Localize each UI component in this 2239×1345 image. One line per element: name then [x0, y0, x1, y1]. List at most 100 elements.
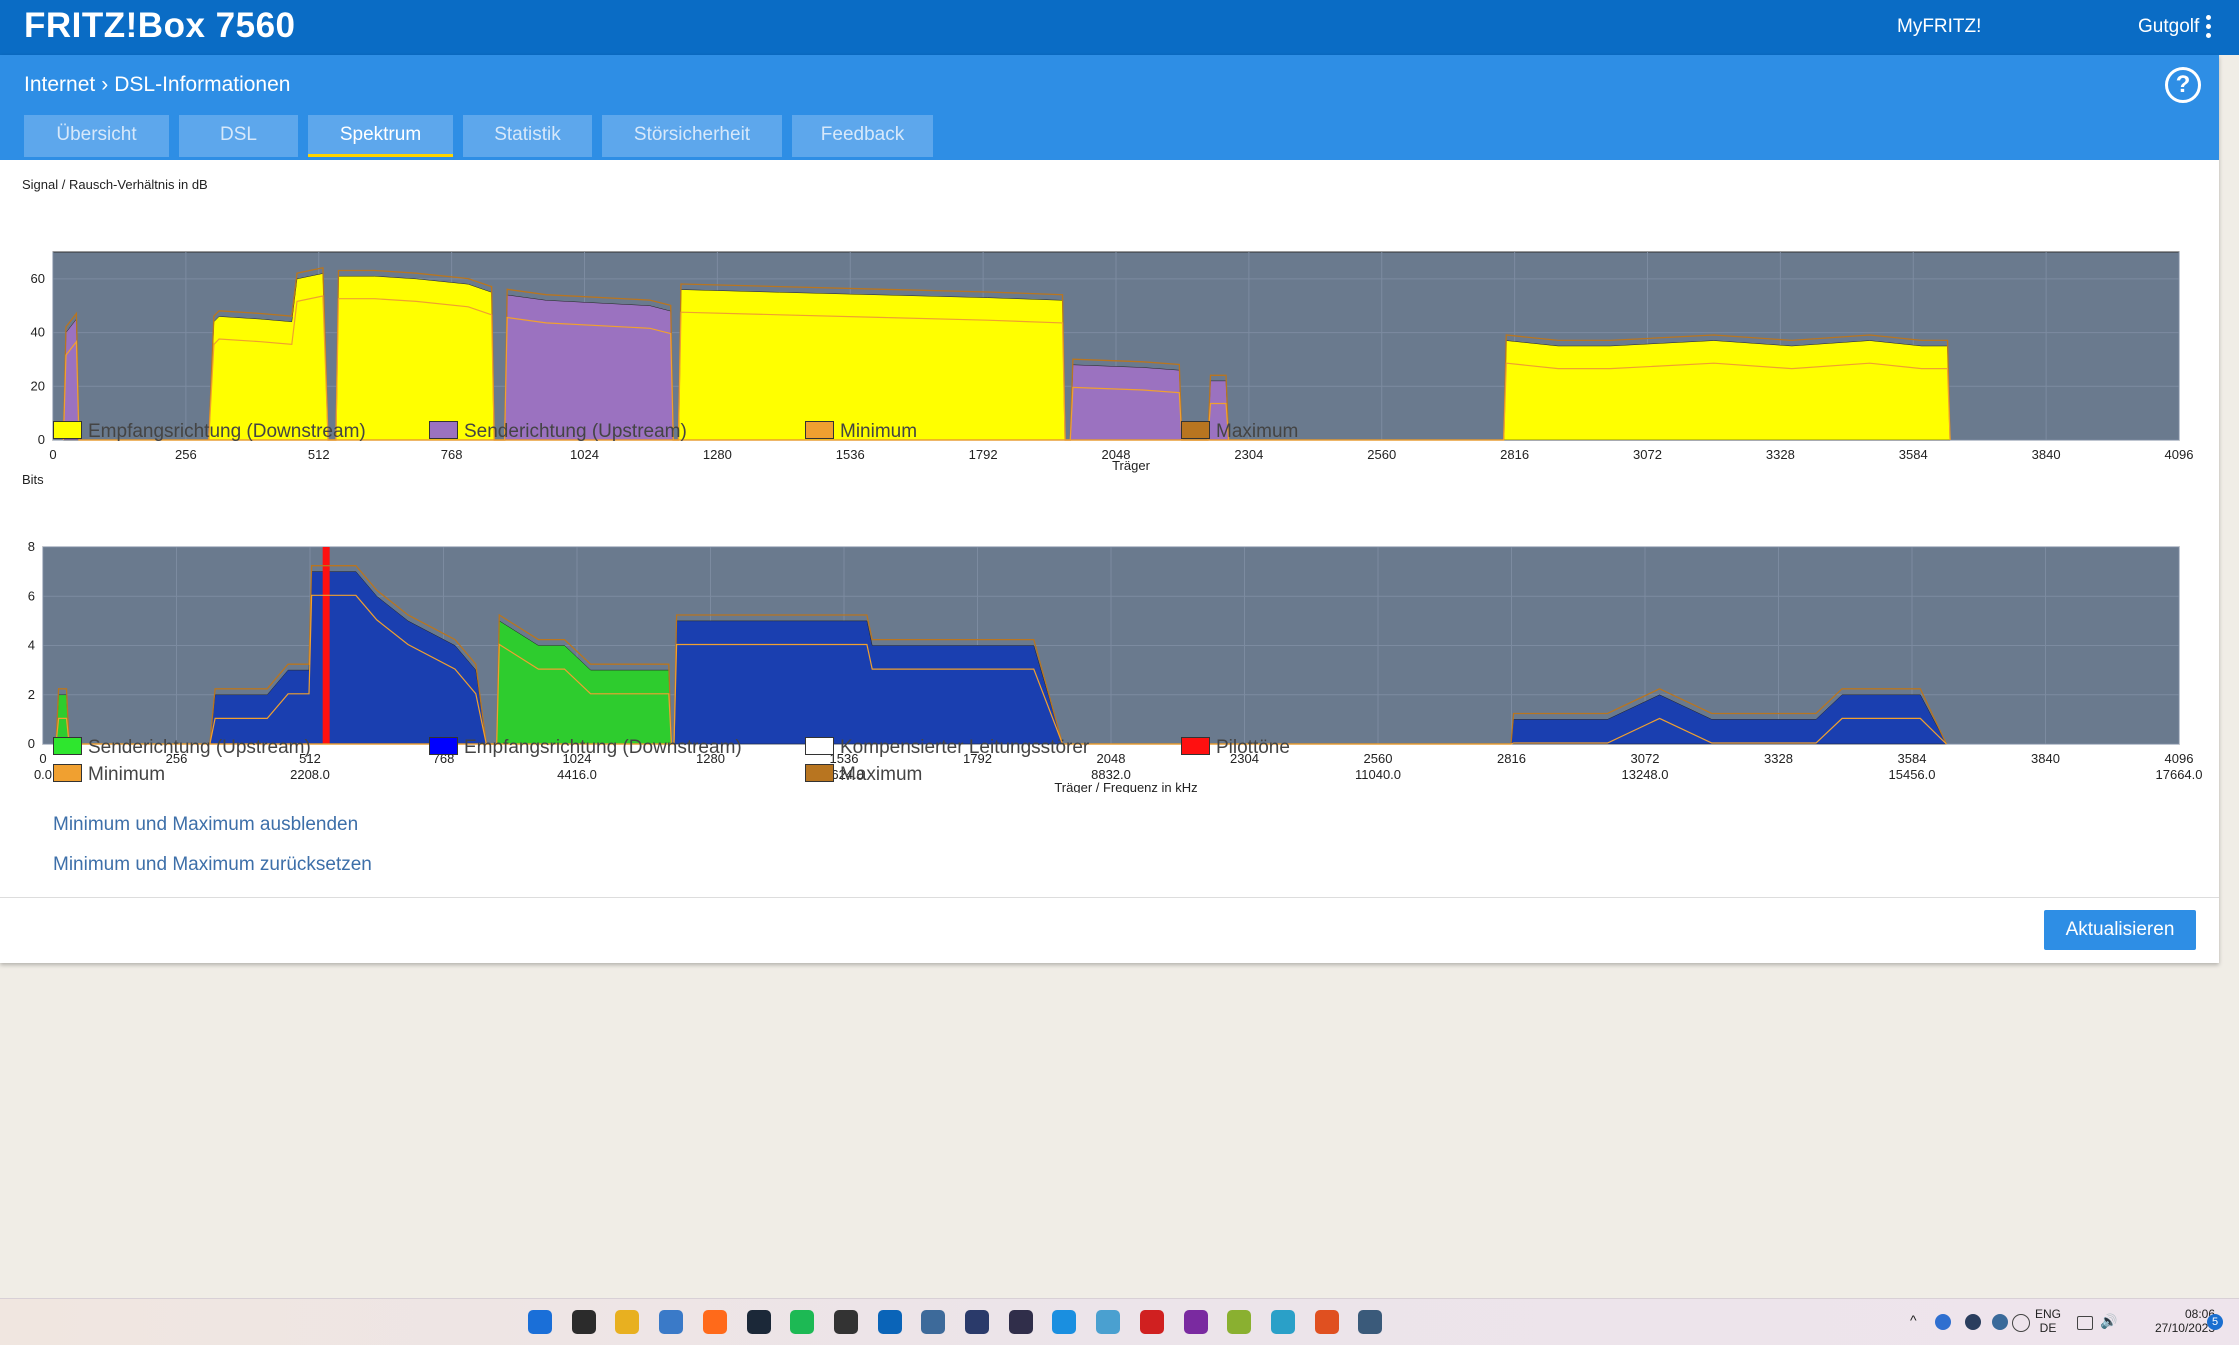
chevron-up-icon[interactable]: ^	[1910, 1312, 1917, 1328]
volume-icon[interactable]: 🔊	[2100, 1313, 2118, 1329]
x-tick-label: 768	[441, 447, 463, 462]
x-tick-label: 1280	[703, 447, 732, 462]
app-blue-icon[interactable]	[1052, 1310, 1077, 1334]
legend-swatch	[53, 763, 82, 782]
reset-minmax-link[interactable]: Minimum und Maximum zurücksetzen	[53, 854, 372, 875]
outlook-icon[interactable]	[877, 1310, 902, 1334]
tab-uebersicht[interactable]: Übersicht	[24, 115, 169, 157]
bits-chart-title: Bits	[22, 472, 44, 487]
cloud-icon[interactable]	[2012, 1314, 2030, 1332]
tab-statistik[interactable]: Statistik	[463, 115, 592, 157]
x-tick-label: 0	[39, 751, 46, 766]
breadcrumb-current: DSL-Informationen	[114, 73, 291, 96]
lang-bottom: DE	[2039, 1321, 2057, 1335]
cube-app-icon[interactable]	[1358, 1310, 1383, 1334]
clock-date: 27/10/2023	[2154, 1321, 2215, 1335]
clock-time: 08:06	[2184, 1307, 2215, 1321]
network-app-icon[interactable]	[659, 1310, 684, 1334]
terminal-icon[interactable]	[833, 1310, 858, 1334]
freq-tick-label: 13248.0	[1622, 767, 1669, 782]
steam-tray-icon[interactable]	[1965, 1314, 1981, 1330]
legend-bits-minimum: Minimum	[53, 763, 165, 786]
legend-snr-minimum: Minimum	[805, 420, 917, 443]
x-tick-label: 3072	[1631, 751, 1660, 766]
x-tick-label: 1024	[570, 447, 599, 462]
breadcrumb: Internet › DSL-Informationen	[24, 73, 290, 97]
breadcrumb-internet[interactable]: Internet	[24, 73, 96, 96]
chart-app-icon[interactable]	[1227, 1310, 1252, 1334]
x-tick-label: 1536	[836, 447, 865, 462]
obs-icon[interactable]	[1008, 1310, 1033, 1334]
y-tick-label: 0	[28, 736, 35, 751]
sub-header: Internet › DSL-Informationen ? Übersicht D…	[0, 55, 2219, 160]
x-tick-label: 512	[308, 447, 330, 462]
brand-title: FRITZ!Box 7560	[24, 6, 296, 45]
firefox-icon[interactable]	[702, 1310, 727, 1334]
task-view-icon[interactable]	[571, 1310, 596, 1334]
y-tick-label: 4	[28, 638, 35, 653]
freq-tick-label: 11040.0	[1355, 767, 1401, 782]
x-tick-label: 1792	[969, 447, 998, 462]
user-name[interactable]: Gutgolf	[2138, 16, 2200, 37]
legend-swatch	[1181, 736, 1210, 755]
x-tick-label: 3584	[1899, 447, 1928, 462]
x-tick-label: 2048	[1102, 447, 1131, 462]
help-icon[interactable]: ?	[2165, 67, 2201, 103]
legend-snr-downstream: Empfangsrichtung (Downstream)	[53, 420, 366, 443]
freq-tick-label: 15456.0	[1889, 767, 1936, 782]
spotify-icon[interactable]	[790, 1310, 815, 1334]
tray-app-icon[interactable]	[1992, 1314, 2008, 1330]
freq-tick-label: 0.0	[34, 767, 52, 782]
update-button[interactable]: Aktualisieren	[2044, 910, 2196, 950]
windows-start-icon[interactable]	[528, 1310, 552, 1334]
tab-spektrum[interactable]: Spektrum	[308, 115, 453, 157]
x-tick-label: 3840	[2032, 447, 2061, 462]
y-tick-label: 8	[28, 539, 35, 554]
hide-minmax-link[interactable]: Minimum und Maximum ausblenden	[53, 814, 359, 835]
y-tick-label: 6	[28, 588, 35, 603]
tray-app-icon[interactable]	[1935, 1314, 1951, 1330]
display-icon[interactable]	[2077, 1316, 2093, 1330]
tab-feedback[interactable]: Feedback	[792, 115, 933, 157]
onenote-icon[interactable]	[1183, 1310, 1208, 1334]
tab-dsl[interactable]: DSL	[179, 115, 298, 157]
flash-app-icon[interactable]	[1139, 1310, 1164, 1334]
steam-icon[interactable]	[746, 1310, 771, 1334]
lang-top: ENG	[2035, 1307, 2062, 1321]
x-tick-label: 4096	[2165, 751, 2194, 766]
file-explorer-icon[interactable]	[615, 1310, 640, 1334]
x-tick-label: 1536	[830, 751, 859, 766]
x-tick-label: 2304	[1230, 751, 1259, 766]
x-tick-label: 2560	[1367, 447, 1396, 462]
more-menu-icon[interactable]	[2205, 15, 2213, 39]
myfritz-link[interactable]: MyFRITZ!	[1897, 16, 1982, 37]
x-axis-label: Träger / Frequenz in kHz	[1054, 780, 1197, 793]
legend-swatch	[429, 736, 458, 755]
buildings-app-icon[interactable]	[1270, 1310, 1295, 1334]
tab-stoersicherheit[interactable]: Störsicherheit	[602, 115, 782, 157]
notification-badge[interactable]: 5	[2207, 1314, 2223, 1330]
y-tick-label: 20	[31, 378, 45, 393]
clock[interactable]: 08:06 27/10/2023	[2135, 1307, 2215, 1335]
ea-app-icon[interactable]	[1314, 1310, 1339, 1334]
maximum-line	[209, 565, 1947, 745]
legend-bits-maximum: Maximum	[805, 763, 922, 786]
top-bar: FRITZ!Box 7560 MyFRITZ! Gutgolf	[0, 0, 2239, 55]
x-tick-label: 3072	[1633, 447, 1662, 462]
language-indicator[interactable]: ENG DE	[2035, 1307, 2061, 1335]
keepass-icon[interactable]	[965, 1310, 989, 1334]
x-tick-label: 4096	[2165, 447, 2194, 462]
legend-bits-compensated: Kompensierter Leitungsstörer	[805, 736, 1089, 759]
taskbar: ^ ENG DE 🔊 08:06 27/10/2023 5	[0, 1298, 2239, 1345]
x-tick-label: 3328	[1764, 751, 1793, 766]
minimum-line	[208, 295, 1951, 441]
legend-swatch	[805, 736, 834, 755]
legend-snr-maximum: Maximum	[1181, 420, 1298, 443]
x-tick-label: 2816	[1497, 751, 1526, 766]
y-tick-label: 60	[31, 271, 45, 286]
notepad-icon[interactable]	[1096, 1310, 1121, 1334]
snr-chart: 0 20 40 60 0 256 512 768 1024 1280 1536 1792 2048 230…	[31, 251, 2194, 473]
app-circle-icon[interactable]	[921, 1310, 946, 1334]
x-tick-label: 1024	[563, 751, 592, 766]
